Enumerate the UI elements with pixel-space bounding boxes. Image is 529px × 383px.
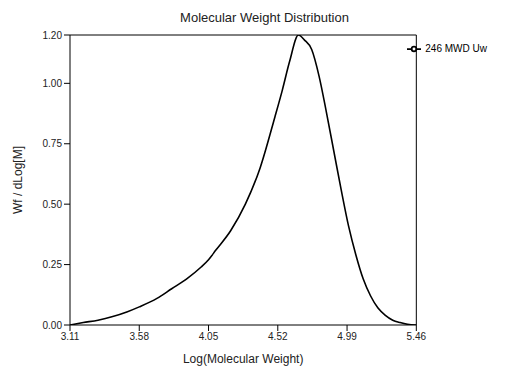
svg-text:0.00: 0.00 [43, 320, 63, 331]
svg-text:4.05: 4.05 [199, 331, 219, 342]
svg-text:4.52: 4.52 [268, 331, 288, 342]
svg-text:5.46: 5.46 [407, 331, 427, 342]
svg-text:Wf / dLog[M]: Wf / dLog[M] [11, 146, 25, 214]
svg-text:0.75: 0.75 [43, 138, 63, 149]
svg-text:4.99: 4.99 [337, 331, 357, 342]
html-text:Molecular Weight Distribution: Molecular Weight Distribution [180, 10, 349, 25]
html-text:246 MWD Uw: 246 MWD Uw [425, 42, 487, 54]
svg-text:Log(Molecular Weight): Log(Molecular Weight) [183, 352, 304, 366]
svg-text:3.11: 3.11 [61, 331, 80, 342]
svg-text:1.00: 1.00 [43, 78, 63, 89]
svg-text:0.25: 0.25 [43, 259, 63, 270]
svg-text:3.58: 3.58 [130, 331, 150, 342]
svg-text:0.50: 0.50 [43, 199, 63, 210]
svg-text:1.20: 1.20 [43, 30, 63, 41]
